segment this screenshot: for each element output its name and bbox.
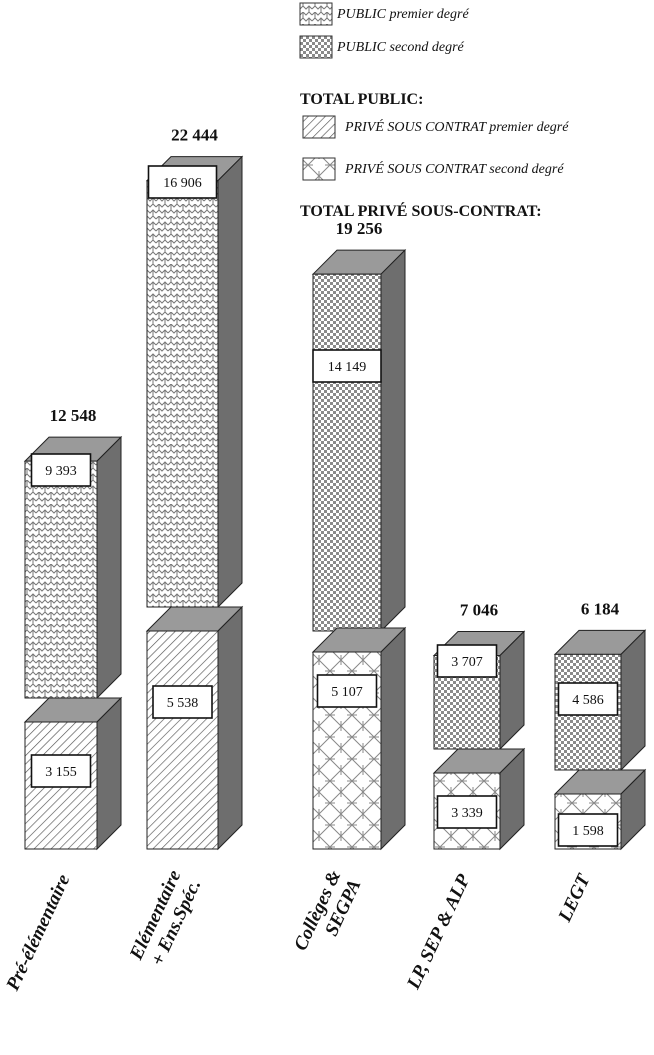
bar-1-upper-front-face [24, 460, 98, 699]
legend-swatch-public_second [299, 35, 333, 59]
bar-2-lower-side-face [217, 605, 243, 851]
bar-4-upper-value: 3 707 [451, 655, 483, 670]
bar-1-lower-side-face [96, 696, 122, 851]
category-label-4: LP, SEP & ALP [403, 871, 475, 993]
category-label-3: Collèges &SEGPA [290, 867, 365, 963]
bar-1-upper-side-face [96, 435, 122, 700]
legend-label-prive_premier: PRIVÉ SOUS CONTRAT premier degré [344, 118, 569, 135]
bar-3-upper-value: 14 149 [328, 360, 367, 375]
bar-5-upper-value-box [557, 682, 619, 716]
bar-4-lower-value-box [436, 795, 498, 829]
legend-label-public_second: PUBLIC second degré [336, 40, 465, 55]
bar-3-upper-side-face [380, 248, 406, 633]
bar-group-2: 16 906 5 538 22 444 [145, 126, 244, 851]
bar-5-upper-value: 4 586 [572, 693, 604, 708]
bar-1-total: 12 548 [50, 406, 97, 425]
bar-1-lower-value-box [30, 754, 92, 788]
bar-3-upper-value-box [312, 349, 382, 383]
bar-2-lower-front-face [146, 630, 219, 850]
bar-2-lower-value-box [152, 685, 213, 719]
bar-2-upper [145, 155, 244, 609]
bar-1-upper-value-box [30, 453, 92, 487]
bar-2-lower [145, 605, 244, 851]
bar-3-upper [311, 248, 407, 633]
bar-2-upper-value-box [147, 165, 218, 199]
legend-swatch-prive_premier [302, 115, 336, 139]
bar-3-lower-value-box [316, 674, 378, 708]
bar-4-total: 7 046 [460, 601, 498, 620]
bar-3-lower-side-face [380, 626, 406, 851]
bar-2-upper-front-face [146, 180, 219, 608]
bar-2-upper-side-face [217, 155, 243, 609]
legend-swatch-prive_second [302, 157, 336, 181]
legend-heading: TOTAL PRIVÉ SOUS-CONTRAT: [300, 201, 542, 220]
legend-swatch-public_premier [299, 2, 333, 26]
legend-heading: TOTAL PUBLIC: [300, 91, 423, 108]
bar-2-total: 22 444 [171, 126, 218, 145]
bar-1-lower-value: 3 155 [45, 765, 77, 780]
bar-3-upper-front-face [312, 273, 382, 632]
bar-group-1: 9 393 3 155 12 548 [23, 406, 123, 851]
bar-5-lower-value: 1 598 [572, 824, 604, 839]
category-label-5: LEGT [554, 870, 595, 926]
category-label-1: Pré-élémentaire [2, 871, 75, 995]
bar-group-4: 3 707 3 339 7 046 [432, 601, 526, 851]
bar-4-upper-value-box [436, 644, 498, 678]
bar-5-upper-side-face [620, 629, 646, 772]
category-label-2: Elémentaire+ Ens.Spéc. [125, 867, 205, 974]
bar-5-lower-value-box [557, 813, 619, 847]
bar-3-total: 19 256 [336, 219, 383, 238]
bar-3-lower-value: 5 107 [331, 685, 363, 700]
category-labels: Pré-élémentaire Elémentaire+ Ens.Spéc. Col… [2, 867, 595, 995]
bar-group-5: 4 586 1 598 6 184 [553, 599, 647, 851]
bar-group-3: 14 149 5 107 19 256 [311, 219, 407, 851]
bar-1-upper-value: 9 393 [45, 464, 77, 479]
bar-2-upper-value: 16 906 [163, 176, 202, 191]
bar-1-upper [23, 435, 123, 700]
bars: 9 393 3 155 12 548 16 906 5 538 22 444 14 149 5… [23, 126, 647, 851]
bar-2-lower-value: 5 538 [167, 696, 199, 711]
legend-label-public_premier: PUBLIC premier degré [336, 7, 469, 22]
legend-label-prive_second: PRIVÉ SOUS CONTRAT second degré [344, 160, 564, 177]
bar-4-lower-value: 3 339 [451, 806, 483, 821]
bar-3-lower [311, 626, 407, 851]
bar-5-total: 6 184 [581, 599, 620, 618]
legend: PUBLIC premier degré PUBLIC second degré T… [299, 2, 569, 220]
